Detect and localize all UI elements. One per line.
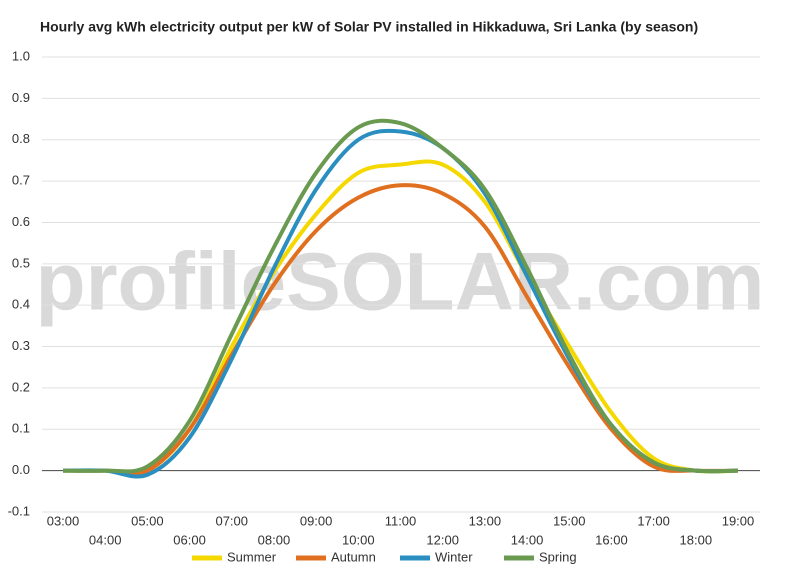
y-tick-label: 0.7 <box>12 173 30 188</box>
y-tick-label: 0.2 <box>12 379 30 394</box>
x-tick-label: 11:00 <box>385 513 417 528</box>
series-line <box>62 118 739 474</box>
x-tick-label: 03:00 <box>47 513 80 528</box>
chart-title: Hourly avg kWh electricity output per kW… <box>40 19 698 35</box>
x-tick-label: 09:00 <box>300 513 333 528</box>
y-tick-label: 0.8 <box>12 131 30 146</box>
legend-label: Autumn <box>331 549 376 564</box>
series-line <box>62 183 739 476</box>
x-tick-label: 06:00 <box>173 532 206 547</box>
y-tick-label: 0.4 <box>12 297 30 312</box>
x-tick-label: 07:00 <box>215 513 248 528</box>
y-tick-label: 0.6 <box>12 214 30 229</box>
x-tick-label: 12:00 <box>426 532 459 547</box>
y-tick-label: 0.3 <box>12 338 30 353</box>
y-tick-label: 0.0 <box>12 462 30 477</box>
watermark: profileSOLAR.com <box>36 237 765 328</box>
x-tick-label: 04:00 <box>89 532 122 547</box>
y-tick-label: 1.0 <box>12 48 30 63</box>
legend-label: Spring <box>539 549 577 564</box>
x-tick-label: 05:00 <box>131 513 164 528</box>
x-tick-label: 08:00 <box>258 532 291 547</box>
x-tick-label: 14:00 <box>511 532 544 547</box>
y-tick-label: -0.1 <box>8 503 30 518</box>
y-tick-label: 0.9 <box>12 90 30 105</box>
y-tick-label: 0.1 <box>12 421 30 436</box>
x-tick-label: 15:00 <box>553 513 586 528</box>
x-tick-label: 18:00 <box>680 532 713 547</box>
legend-label: Summer <box>227 549 277 564</box>
x-tick-label: 10:00 <box>342 532 375 547</box>
x-tick-label: 16:00 <box>595 532 628 547</box>
x-tick-label: 13:00 <box>469 513 502 528</box>
x-tick-label: 17:00 <box>637 513 670 528</box>
x-tick-label: 19:00 <box>722 513 755 528</box>
legend-label: Winter <box>435 549 473 564</box>
y-tick-label: 0.5 <box>12 255 30 270</box>
